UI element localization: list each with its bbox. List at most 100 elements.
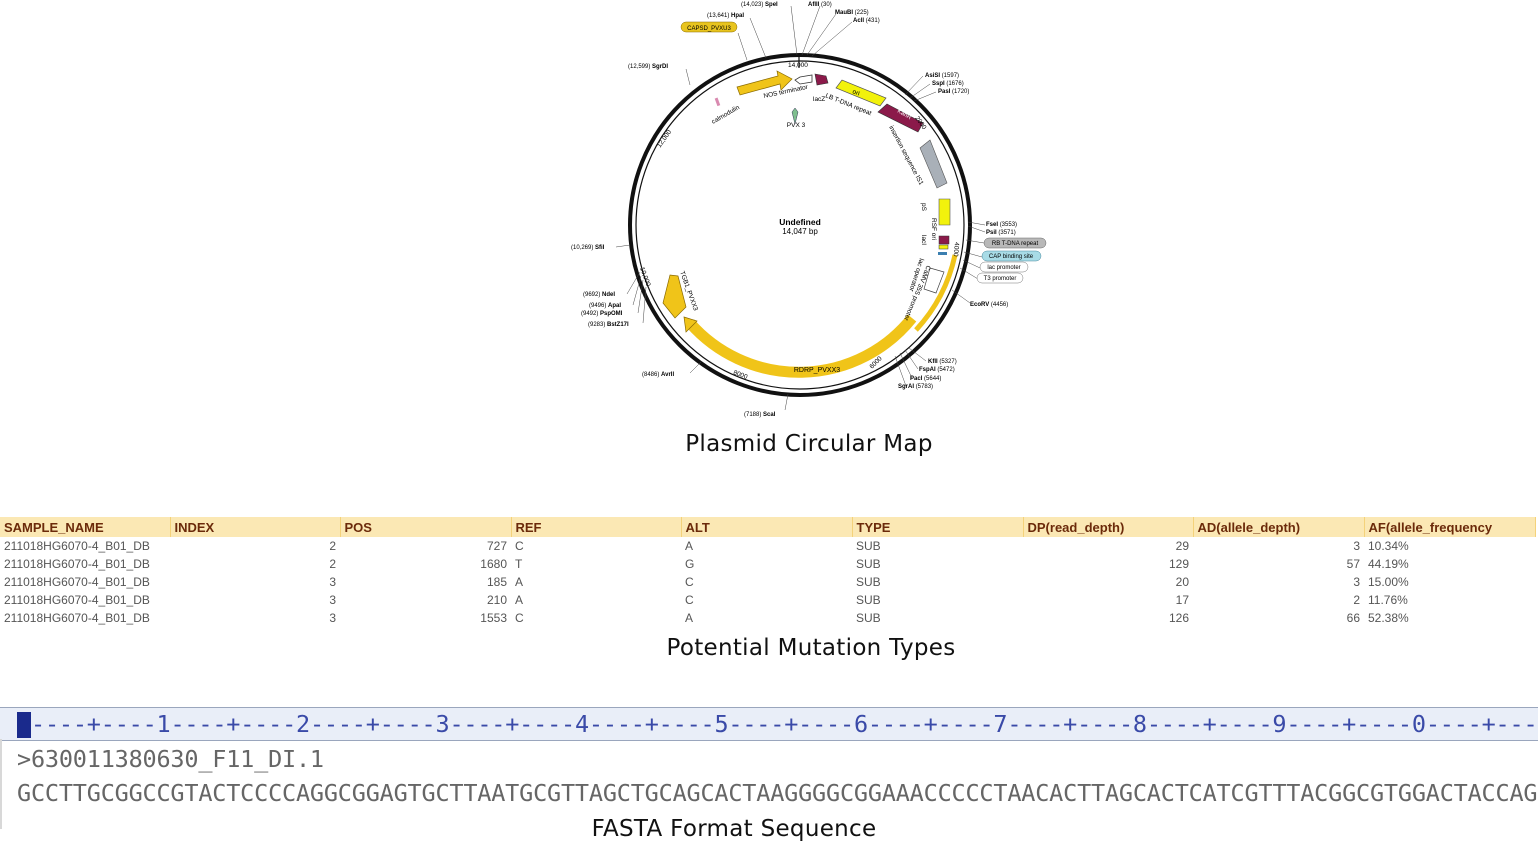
- cell-allele-depth: 57: [1346, 557, 1360, 571]
- svg-text:(9283) BstZ17I: (9283) BstZ17I: [588, 322, 629, 328]
- cell-allele-depth: 3: [1353, 575, 1360, 589]
- ruler-cursor[interactable]: [17, 712, 31, 738]
- pvx3-label: PVX 3: [787, 122, 806, 129]
- rsf-ori-feature: [938, 198, 951, 226]
- table-row[interactable]: 211018HG6070-4_B01_DB 2 1680 T G SUB 129…: [0, 555, 1535, 573]
- table-row[interactable]: 211018HG6070-4_B01_DB 3 185 A C SUB 20 3…: [0, 573, 1535, 591]
- svg-text:(10,269) SfiI: (10,269) SfiI: [571, 245, 605, 251]
- cell-type: SUB: [856, 593, 881, 607]
- svg-text:KflI (5327): KflI (5327): [928, 359, 957, 365]
- camv-promoter-feature: [923, 267, 945, 294]
- cell-allele-frequency: 11.76%: [1368, 593, 1408, 607]
- header-alt[interactable]: ALT: [681, 517, 853, 537]
- svg-text:(7188) ScaI: (7188) ScaI: [744, 412, 776, 418]
- svg-text:MauBI (225): MauBI (225): [835, 10, 869, 16]
- cell-allele-frequency: 15.00%: [1368, 575, 1409, 589]
- nos-terminator-feature: [736, 70, 793, 96]
- svg-text:(9692) NdeI: (9692) NdeI: [583, 292, 615, 298]
- table-row[interactable]: 211018HG6070-4_B01_DB 3 1553 C A SUB 126…: [0, 609, 1535, 627]
- cell-pos: 210: [486, 593, 507, 607]
- rsf-ori-label: RSF ori: [930, 218, 937, 240]
- header-read-depth[interactable]: DP(read_depth): [1023, 517, 1194, 537]
- fasta-caption: FASTA Format Sequence: [591, 816, 877, 842]
- svg-text:AflII (30): AflII (30): [808, 2, 832, 8]
- laci-label: lacI: [920, 235, 927, 245]
- table-row[interactable]: 211018HG6070-4_B01_DB 3 210 A C SUB 17 2…: [0, 591, 1535, 609]
- ps-label: pS: [920, 203, 927, 212]
- cell-alt: C: [685, 575, 694, 589]
- header-index[interactable]: INDEX: [170, 517, 341, 537]
- cell-ref: A: [515, 593, 524, 607]
- lb-repeat-feature: [814, 73, 829, 86]
- tgb1-feature: [662, 274, 687, 319]
- cell-read-depth: 20: [1175, 575, 1189, 589]
- svg-text:AclI (431): AclI (431): [853, 18, 880, 24]
- fasta-sequence: GCCTTGCGGCCGTACTCCCCAGGCGGAGTGCTTAATGCGT…: [17, 779, 1538, 807]
- svg-text:PacI (5644): PacI (5644): [910, 376, 941, 382]
- svg-text:(8486) AvrII: (8486) AvrII: [642, 372, 674, 378]
- capsid-label-box: CAPSD_PVXU3: [680, 21, 738, 33]
- header-pos[interactable]: POS: [340, 517, 512, 537]
- fasta-panel: ----+----1----+----2----+----3----+----4…: [0, 707, 1538, 832]
- svg-text:FspAI (5472): FspAI (5472): [919, 367, 955, 373]
- insertion-sequence-label: insertion sequence IS1: [887, 125, 924, 187]
- pvx3-feature: [791, 107, 799, 125]
- plasmid-backbone-inner: [635, 60, 965, 390]
- header-sample-name[interactable]: SAMPLE_NAME: [0, 517, 171, 537]
- header-allele-depth[interactable]: AD(allele_depth): [1193, 517, 1365, 537]
- tick-8000: 8000: [732, 369, 748, 381]
- cell-pos: 727: [486, 539, 507, 553]
- fasta-header: >630011380630_F11_DI.1: [17, 745, 324, 773]
- cell-allele-depth: 3: [1353, 539, 1360, 553]
- cell-index: 2: [329, 557, 336, 571]
- header-ref[interactable]: REF: [511, 517, 682, 537]
- cell-allele-depth: 66: [1346, 611, 1360, 625]
- plasmid-name: Undefined: [779, 217, 821, 227]
- camv-outer-arc: [914, 254, 958, 332]
- restriction-leaders: [615, 5, 986, 411]
- cell-sample-name: 211018HG6070-4_B01_DB: [4, 575, 150, 589]
- t3-promoter-label-box: T3 promoter: [976, 272, 1024, 284]
- header-allele-frequency[interactable]: AF(allele_frequency: [1364, 517, 1536, 537]
- svg-text:CAPSD_PVXU3: CAPSD_PVXU3: [687, 26, 731, 32]
- cell-type: SUB: [856, 539, 881, 553]
- cell-index: 3: [329, 575, 336, 589]
- cell-index: 3: [329, 593, 336, 607]
- laci-feature-2: [938, 244, 949, 250]
- mutation-table-header-row: SAMPLE_NAME INDEX POS REF ALT TYPE DP(re…: [0, 517, 1536, 537]
- mutation-table-caption: Potential Mutation Types: [666, 635, 956, 661]
- cell-index: 3: [329, 611, 336, 625]
- cell-read-depth: 126: [1168, 611, 1189, 625]
- plasmid-backbone-outer: [628, 53, 972, 397]
- cell-index: 2: [329, 539, 336, 553]
- cell-ref: C: [515, 539, 524, 553]
- cell-read-depth: 29: [1175, 539, 1189, 553]
- table-row[interactable]: 211018HG6070-4_B01_DB 2 727 C A SUB 29 3…: [0, 537, 1535, 555]
- svg-text:SgrAI (5783): SgrAI (5783): [898, 384, 933, 390]
- cell-read-depth: 17: [1175, 593, 1189, 607]
- cell-pos: 1680: [480, 557, 507, 571]
- header-type[interactable]: TYPE: [852, 517, 1024, 537]
- rb-repeat-label-box: RB T-DNA repeat: [983, 237, 1047, 249]
- cell-alt: G: [685, 557, 695, 571]
- cell-sample-name: 211018HG6070-4_B01_DB: [4, 593, 150, 607]
- cell-type: SUB: [856, 611, 881, 625]
- cap-feature: [938, 252, 947, 255]
- ori-label: ori: [851, 88, 860, 97]
- calmodulin-feature: [714, 97, 721, 107]
- rdrp-feature-arc: [685, 314, 917, 378]
- laci-feature: [938, 235, 950, 245]
- cell-alt: A: [685, 611, 694, 625]
- plasmid-map: Undefined 14,047 bp RDRP_PVXX3 TGB1_PVXX…: [571, 2, 1047, 418]
- svg-text:(14,023) SpeI: (14,023) SpeI: [741, 2, 778, 8]
- cell-pos: 185: [486, 575, 507, 589]
- restriction-site-labels: (14,023) SpeI AflII (30) MauBI (225) Acl…: [571, 2, 1017, 418]
- cap-binding-label-box: CAP binding site: [981, 250, 1042, 262]
- cell-ref: T: [515, 557, 523, 571]
- svg-text:AsiSI (1597): AsiSI (1597): [925, 73, 959, 79]
- svg-text:(12,599) SgrDI: (12,599) SgrDI: [628, 64, 668, 70]
- cell-type: SUB: [856, 557, 881, 571]
- cell-ref: C: [515, 611, 524, 625]
- fasta-ruler: ----+----1----+----2----+----3----+----4…: [0, 707, 1538, 741]
- cell-type: SUB: [856, 575, 881, 589]
